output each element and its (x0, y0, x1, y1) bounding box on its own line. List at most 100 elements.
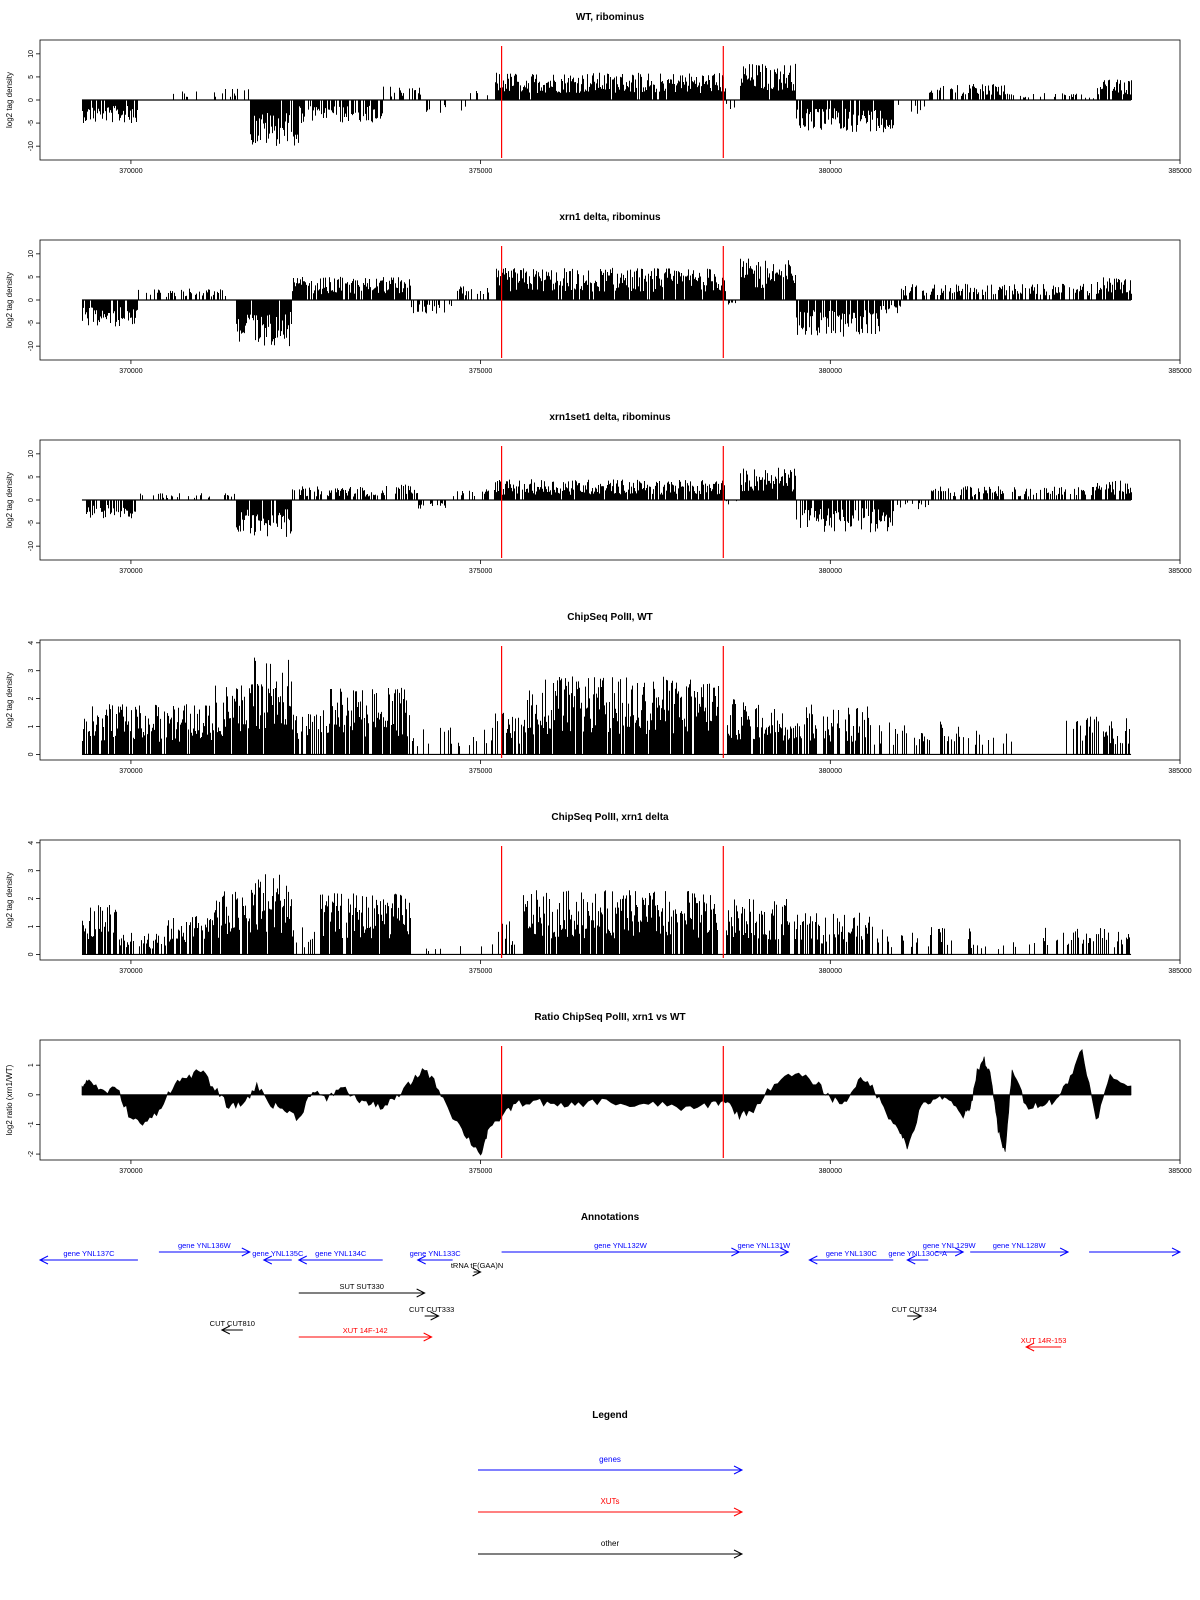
y-tick-label: 0 (28, 752, 35, 756)
feature-label: XUT 14R-153 (1021, 1336, 1067, 1345)
x-tick-label: 385000 (1168, 568, 1191, 575)
y-tick-label: 0 (28, 498, 35, 502)
panel-title: Ratio ChipSeq PolII, xrn1 vs WT (534, 1012, 685, 1023)
feature-label: gene YNL130C (826, 1249, 878, 1258)
y-tick-label: 4 (28, 841, 35, 845)
arrowhead-left-icon (38, 1255, 49, 1265)
y-tick-label: 5 (28, 475, 35, 479)
feature-xut (1025, 1342, 1062, 1352)
y-tick-label: 2 (28, 897, 35, 901)
arrowhead-left-icon (297, 1255, 307, 1265)
y-tick-label: 10 (28, 50, 35, 58)
arrowhead-right-icon (423, 1332, 433, 1342)
y-tick-label: -10 (28, 541, 35, 551)
feature-label: gene YNL132W (594, 1241, 648, 1250)
x-tick-label: 380000 (819, 368, 842, 375)
x-tick-label: 375000 (469, 568, 492, 575)
x-tick-label: 380000 (819, 1168, 842, 1175)
feature-label: XUT 14F-142 (343, 1326, 388, 1335)
feature-label: gene YNL135C (252, 1249, 304, 1258)
feature-gene (906, 1255, 929, 1265)
feature-gene (970, 1247, 1070, 1257)
x-tick-label: 385000 (1168, 768, 1191, 775)
feature-other (424, 1311, 440, 1321)
arrowhead-left-icon (1025, 1342, 1035, 1352)
feature-label: gene YNL130C-A (888, 1249, 947, 1258)
data-marks (86, 467, 1132, 537)
y-tick-label: 10 (28, 450, 35, 458)
feature-other (298, 1288, 426, 1298)
plot-frame (39, 1039, 1181, 1161)
panel-2: xrn1 delta, ribominus log2 tag density 370… (5, 212, 1192, 375)
feature-gene (297, 1255, 383, 1265)
x-tick-label: 375000 (469, 1168, 492, 1175)
arrowhead-left-icon (808, 1255, 818, 1265)
arrowhead-right-icon (733, 1465, 744, 1475)
arrowhead-right-icon (913, 1311, 923, 1321)
legend-arrow (478, 1507, 744, 1517)
x-tick-label: 380000 (819, 168, 842, 175)
data-marks (82, 657, 1130, 755)
x-tick-label: 380000 (819, 968, 842, 975)
panel-6: Ratio ChipSeq PolII, xrn1 vs WT log2 rati… (5, 1012, 1192, 1175)
panel-title: xrn1set1 delta, ribominus (549, 412, 671, 423)
x-tick-label: 370000 (119, 568, 142, 575)
feature-label: gene YNL129W (923, 1241, 977, 1250)
panel-title: WT, ribominus (576, 12, 645, 23)
feature-label: gene YNL137C (63, 1249, 115, 1258)
feature-label: tRNA tF(GAA)N (451, 1261, 504, 1270)
y-tick-label: 1 (28, 1063, 35, 1067)
feature-label: gene YNL128W (993, 1241, 1047, 1250)
plot-frame (39, 839, 1181, 961)
x-tick-label: 385000 (1168, 1168, 1191, 1175)
y-tick-label: -10 (28, 141, 35, 151)
x-tick-label: 385000 (1168, 368, 1191, 375)
panel-1: WT, ribominus log2 tag density 370000 37500… (5, 12, 1192, 175)
feature-label: gene YNL133C (410, 1249, 462, 1258)
feature-gene (158, 1247, 251, 1257)
feature-label: gene YNL134C (315, 1249, 367, 1258)
x-tick-label: 380000 (819, 568, 842, 575)
arrowhead-right-icon (241, 1247, 251, 1257)
data-marks (82, 258, 1132, 347)
y-tick-label: -5 (28, 520, 35, 526)
feature-other (472, 1267, 482, 1277)
legend-label: XUTs (600, 1497, 619, 1506)
y-tick-label: 10 (28, 250, 35, 258)
y-tick-label: 0 (28, 98, 35, 102)
x-tick-label: 370000 (119, 168, 142, 175)
arrowhead-left-icon (416, 1255, 426, 1265)
feature-gene (416, 1255, 453, 1265)
y-axis-label: log2 tag density (5, 872, 14, 928)
y-axis-label: log2 tag density (5, 672, 14, 728)
arrowhead-right-icon (733, 1507, 744, 1517)
annotations-panel: Annotations gene YNL137C gene YNL136W gene… (38, 1212, 1182, 1352)
feature-gene (808, 1255, 894, 1265)
feature-label: CUT CUT810 (210, 1319, 255, 1328)
y-tick-label: -5 (28, 120, 35, 126)
plot-frame (39, 639, 1181, 761)
arrowhead-right-icon (780, 1247, 790, 1257)
y-tick-label: -1 (28, 1121, 35, 1127)
data-marks (82, 63, 1132, 146)
arrowhead-left-icon (220, 1325, 231, 1335)
feature-xut (298, 1332, 433, 1342)
x-tick-label: 385000 (1168, 968, 1191, 975)
y-tick-label: 2 (28, 697, 35, 701)
arrowhead-right-icon (733, 1549, 744, 1559)
x-tick-label: 370000 (119, 768, 142, 775)
x-tick-label: 375000 (469, 768, 492, 775)
arrowhead-right-icon (1171, 1247, 1182, 1257)
legend-arrow (478, 1465, 744, 1475)
feature-label: gene YNL136W (178, 1241, 232, 1250)
y-tick-label: 1 (28, 924, 35, 928)
panel-4: ChipSeq PolII, WT log2 tag density 370000 3… (5, 612, 1192, 775)
x-tick-label: 370000 (119, 368, 142, 375)
arrowhead-right-icon (1059, 1247, 1070, 1257)
x-tick-label: 375000 (469, 968, 492, 975)
feature-label: SUT SUT330 (339, 1282, 383, 1291)
y-tick-label: 0 (28, 1093, 35, 1097)
feature-label: CUT CUT333 (409, 1305, 454, 1314)
y-tick-label: 3 (28, 669, 35, 673)
